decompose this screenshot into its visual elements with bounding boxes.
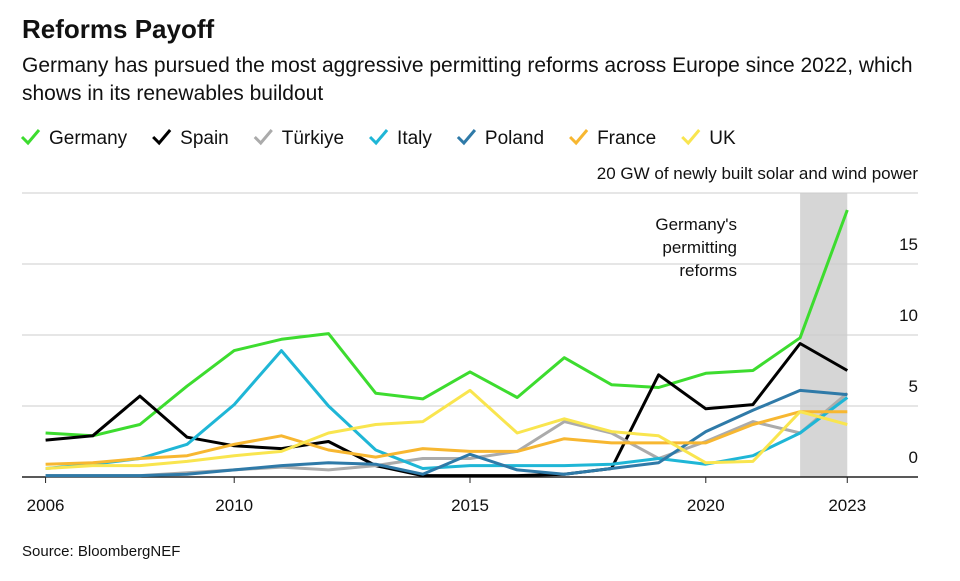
series-line — [45, 209, 849, 438]
chart-title: Reforms Payoff — [22, 14, 214, 44]
legend-swatch — [20, 129, 41, 146]
legend-label: Spain — [180, 128, 229, 149]
series-line — [45, 388, 848, 478]
y-tick-label: 0 — [909, 448, 918, 467]
source: Source: BloombergNEF — [22, 543, 180, 560]
series-line — [45, 342, 849, 478]
annotation: reforms — [679, 261, 737, 280]
legend-swatch — [681, 129, 701, 146]
y-tick-label: 5 — [909, 377, 918, 396]
legend-label: Türkiye — [282, 128, 344, 149]
legend-swatch — [456, 129, 477, 146]
legend-label: France — [597, 128, 656, 149]
x-tick-label: 2006 — [27, 496, 65, 515]
legend-swatch — [368, 129, 389, 146]
x-tick-label: 2010 — [215, 496, 253, 515]
subtitle: Germany has pursued the most aggressive … — [22, 54, 913, 105]
series-line — [45, 388, 848, 470]
annotation: Germany's — [655, 215, 737, 234]
legend-label: Poland — [485, 128, 544, 149]
x-tick-label: 2023 — [828, 496, 866, 515]
legend-label: Italy — [397, 128, 432, 149]
annotation: permitting — [662, 238, 737, 257]
y-tick-label: 10 — [899, 306, 918, 325]
series-line — [45, 410, 848, 466]
legend-label: UK — [709, 128, 736, 149]
y-tick-label: 15 — [899, 235, 918, 254]
y-tick-label: 20 GW of newly built solar and wind powe… — [597, 164, 919, 183]
x-tick-label: 2020 — [687, 496, 725, 515]
legend-label: Germany — [49, 128, 128, 149]
legend-swatch — [253, 129, 273, 146]
x-tick-label: 2015 — [451, 496, 489, 515]
legend-swatch — [569, 129, 589, 146]
legend-swatch — [152, 129, 172, 146]
